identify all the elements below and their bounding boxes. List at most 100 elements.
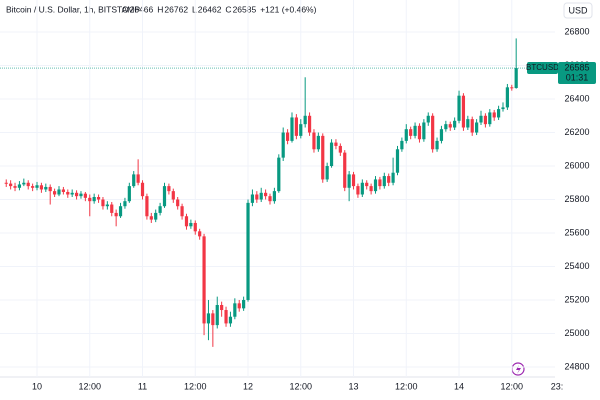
- candle-body: [79, 193, 83, 197]
- ohlc-legend: O 26466 H 26762 L 26462 C 26585 +121 (+0.46%): [122, 4, 317, 14]
- candle-body: [422, 122, 426, 140]
- candle-body: [329, 142, 334, 167]
- candle-body: [510, 87, 514, 89]
- candle-body: [66, 191, 70, 195]
- candle-body: [365, 182, 369, 187]
- ohlc-value: 26462: [198, 4, 222, 14]
- candle-body: [92, 196, 96, 202]
- price-tag: 26585: [564, 62, 589, 72]
- candle-body: [4, 182, 8, 184]
- candle-body: [70, 192, 74, 195]
- candle-body: [461, 95, 466, 128]
- candle-body: [475, 122, 479, 133]
- ohlc-value: 26466: [130, 4, 154, 14]
- candle-body: [61, 189, 65, 192]
- candle-body: [496, 109, 501, 118]
- candle-body: [44, 186, 48, 190]
- candle-body: [189, 222, 193, 227]
- candle-body: [211, 313, 215, 326]
- candle-body: [294, 117, 298, 136]
- y-tick-label: 26400: [564, 93, 589, 103]
- candle-body: [334, 142, 338, 146]
- candle-body: [444, 124, 448, 130]
- candle-body: [35, 185, 39, 188]
- currency-label[interactable]: USD: [568, 5, 588, 15]
- candle-body: [457, 95, 461, 121]
- ohlc-label: L: [192, 4, 197, 14]
- candle-body: [501, 107, 505, 110]
- candle-body: [303, 115, 307, 125]
- x-tick-label: 11: [138, 381, 147, 391]
- candle-body: [145, 196, 149, 217]
- countdown: 01:31: [566, 72, 589, 82]
- price-change: +121 (+0.46%): [260, 4, 316, 14]
- candle-body: [488, 112, 492, 125]
- candle-body: [391, 172, 395, 183]
- candle-body: [171, 191, 175, 200]
- candle-body: [132, 174, 136, 187]
- candle-body: [176, 199, 180, 207]
- candle-body: [435, 140, 439, 150]
- candle-body: [400, 140, 404, 150]
- candle-body: [237, 303, 241, 309]
- candle-body: [404, 129, 408, 141]
- x-tick-label: 12:00: [79, 381, 102, 391]
- price-tag-bg: [558, 62, 596, 85]
- candle-body: [9, 183, 13, 187]
- candle-body: [224, 310, 228, 324]
- candle-body: [48, 186, 52, 192]
- candle-body: [409, 129, 413, 136]
- y-tick-label: 25400: [564, 261, 589, 271]
- ohlc-label: H: [157, 4, 163, 14]
- candle-body: [483, 115, 488, 125]
- x-tick-label: 12: [243, 381, 253, 391]
- x-tick-label: 10: [32, 381, 42, 391]
- candle-body: [83, 193, 87, 198]
- candle-body: [17, 184, 22, 188]
- candle-body: [356, 186, 360, 195]
- candle-body: [118, 206, 123, 217]
- lightning-icon: [516, 365, 521, 374]
- candle-body: [453, 120, 457, 128]
- y-tick-label: 25800: [564, 194, 589, 204]
- candle-body: [255, 194, 259, 200]
- candle-body: [136, 174, 140, 183]
- candle-body: [88, 197, 92, 202]
- y-tick-label: 26800: [564, 26, 589, 36]
- candle-body: [180, 206, 184, 217]
- candle-body: [39, 185, 44, 190]
- candle-body: [184, 216, 189, 227]
- candle-body: [378, 179, 382, 187]
- candle-body: [299, 124, 303, 136]
- x-tick-label: 12:00: [501, 381, 524, 391]
- candle-body: [140, 182, 145, 197]
- candle-body: [431, 115, 435, 150]
- candle-body: [448, 124, 452, 128]
- grid: [0, 0, 555, 377]
- symbol-tag: BTCUSD: [526, 63, 559, 72]
- candle-body: [514, 68, 518, 88]
- candle-body: [277, 157, 281, 192]
- candle-body: [492, 112, 496, 118]
- candle-body: [338, 145, 342, 153]
- candle-body: [316, 135, 320, 150]
- candle-body: [417, 125, 422, 140]
- candle-body: [505, 87, 509, 108]
- candle-body: [382, 176, 386, 187]
- candle-body: [321, 135, 325, 180]
- candle-body: [466, 119, 470, 128]
- candle-body: [105, 204, 109, 207]
- ohlc-value: 26762: [164, 4, 188, 14]
- candle-body: [307, 115, 312, 133]
- candle-body: [439, 129, 444, 141]
- currency-button[interactable]: [563, 2, 593, 19]
- y-tick-label: 25000: [564, 328, 589, 338]
- candle-body: [312, 132, 316, 150]
- candle-body: [264, 192, 268, 197]
- ohlc-label: O: [122, 4, 129, 14]
- candle-body: [426, 115, 430, 123]
- candle-body: [193, 222, 197, 232]
- y-tick-label: 25600: [564, 227, 589, 237]
- candle-body: [74, 192, 79, 197]
